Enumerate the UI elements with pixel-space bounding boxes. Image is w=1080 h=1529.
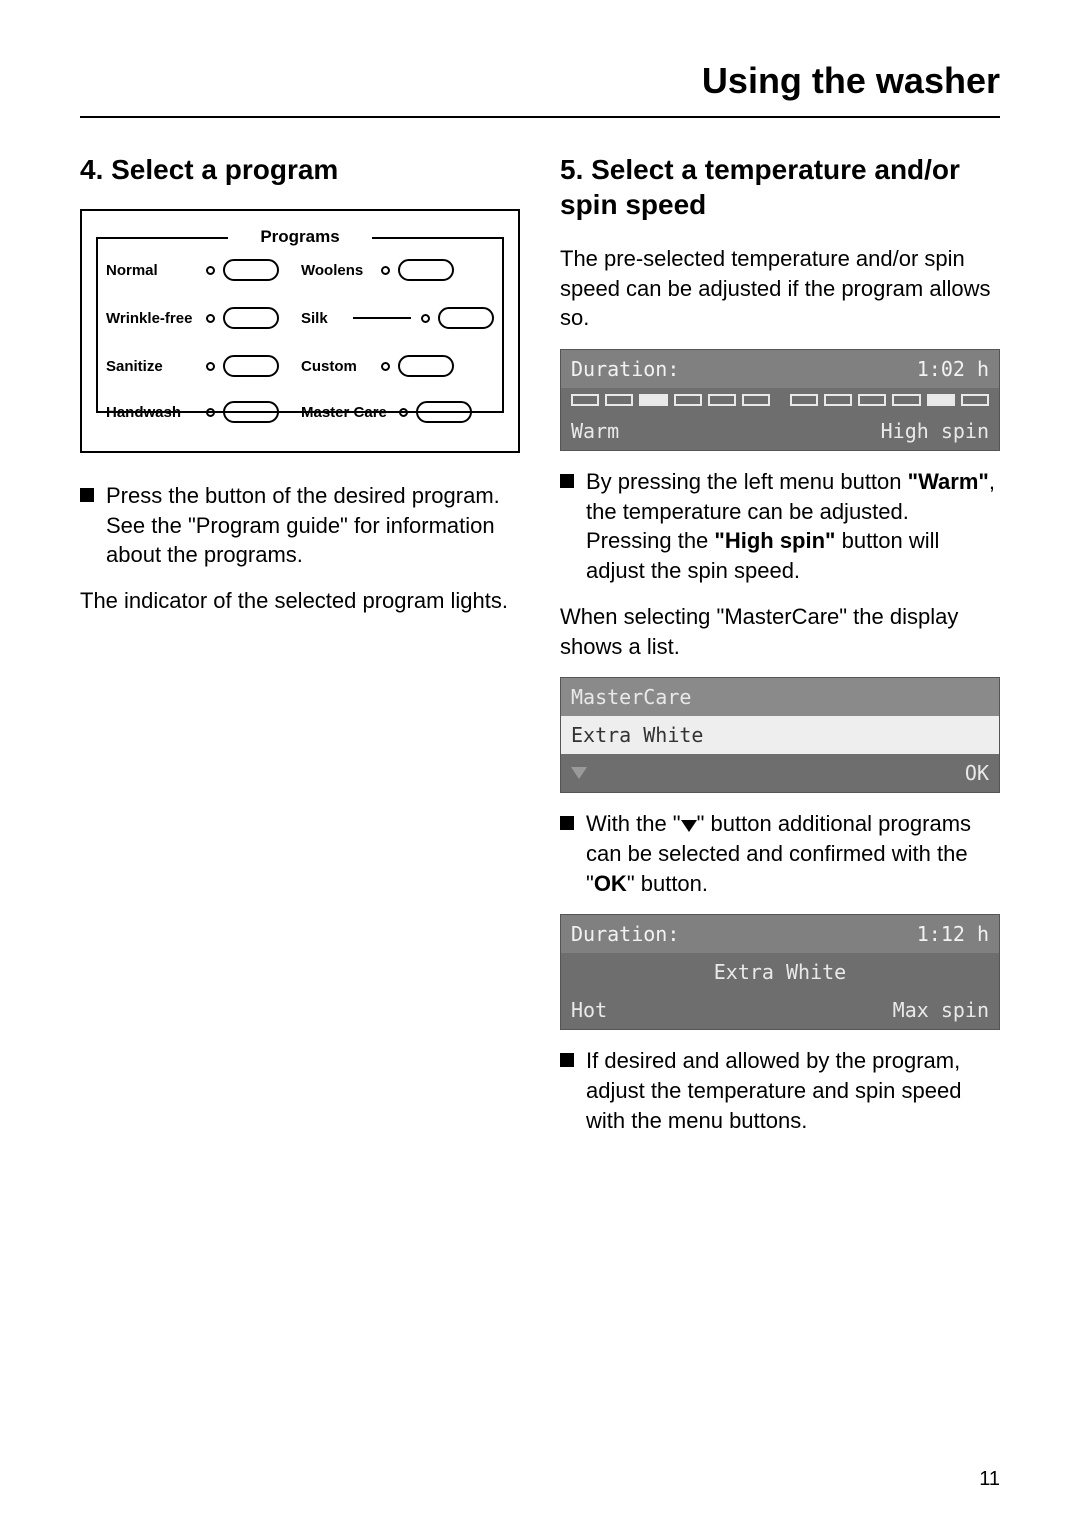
duration-value: 1:12 h <box>917 922 989 946</box>
section-4-heading: 4. Select a program <box>80 152 520 187</box>
lcd-bottom-row: OK <box>561 754 999 792</box>
list-item: Extra White <box>571 723 703 747</box>
program-button[interactable] <box>398 259 454 281</box>
body-text: The indicator of the selected program li… <box>80 586 520 616</box>
indicator-led <box>206 362 215 371</box>
duration-value: 1:02 h <box>917 357 989 381</box>
programs-legend: Programs <box>98 227 502 247</box>
program-label: Woolens <box>301 262 373 279</box>
indicator-led <box>206 266 215 275</box>
program-button[interactable] <box>438 307 494 329</box>
program-master-care: Master Care <box>301 401 494 423</box>
bullet-text: If desired and allowed by the program, a… <box>586 1046 1000 1135</box>
program-button[interactable] <box>398 355 454 377</box>
lcd-top-row: Duration: 1:02 h <box>561 350 999 388</box>
body-text: When selecting "MasterCare" the display … <box>560 602 1000 661</box>
duration-label: Duration: <box>571 922 679 946</box>
bullet-item: By pressing the left menu button "Warm",… <box>560 467 1000 586</box>
left-column: 4. Select a program Programs Normal Wool… <box>80 152 520 1151</box>
temp-button-label[interactable]: Warm <box>571 419 619 443</box>
program-name: Extra White <box>714 960 846 984</box>
bullet-text: By pressing the left menu button "Warm",… <box>586 467 1000 586</box>
section-5-heading: 5. Select a temperature and/or spin spee… <box>560 152 1000 222</box>
program-button[interactable] <box>223 355 279 377</box>
silk-connector-line <box>353 317 411 319</box>
indicator-led <box>381 362 390 371</box>
bullet-item: With the "" button additional programs c… <box>560 809 1000 898</box>
program-label: Handwash <box>106 404 198 421</box>
bullet-icon <box>560 1053 574 1067</box>
mastercare-title: MasterCare <box>571 685 691 709</box>
program-wrinkle-free: Wrinkle-free <box>106 307 295 329</box>
lcd-progress-bars <box>561 388 999 412</box>
indicator-led <box>206 408 215 417</box>
bullet-text: With the "" button additional programs c… <box>586 809 1000 898</box>
page-title: Using the washer <box>80 60 1000 118</box>
bullet-icon <box>560 474 574 488</box>
spin-button-label[interactable]: Max spin <box>893 998 989 1022</box>
program-custom: Custom <box>301 355 494 377</box>
program-woolens: Woolens <box>301 259 494 281</box>
program-label: Wrinkle-free <box>106 310 198 327</box>
lcd-bottom-row: Hot Max spin <box>561 991 999 1029</box>
program-sanitize: Sanitize <box>106 355 295 377</box>
program-silk: Silk <box>301 307 494 329</box>
program-handwash: Handwash <box>106 401 295 423</box>
right-column: 5. Select a temperature and/or spin spee… <box>560 152 1000 1151</box>
page-number: 11 <box>979 1468 1000 1491</box>
indicator-led <box>399 408 408 417</box>
program-button[interactable] <box>223 401 279 423</box>
program-button[interactable] <box>416 401 472 423</box>
program-label: Custom <box>301 358 373 375</box>
body-text: The pre-selected temperature and/or spin… <box>560 244 1000 333</box>
lcd-center-row: Extra White <box>561 953 999 991</box>
lcd-display-1: Duration: 1:02 h Warm High spin <box>560 349 1000 451</box>
ok-button-label[interactable]: OK <box>965 761 989 785</box>
indicator-led <box>421 314 430 323</box>
program-normal: Normal <box>106 259 295 281</box>
indicator-led <box>206 314 215 323</box>
program-label: Sanitize <box>106 358 198 375</box>
two-column-layout: 4. Select a program Programs Normal Wool… <box>80 152 1000 1151</box>
lcd-item-row: Extra White <box>561 716 999 754</box>
bullet-text: Press the button of the desired program.… <box>106 481 520 570</box>
down-arrow-icon[interactable] <box>571 767 587 779</box>
programs-fieldset: Programs Normal Woolens Wrinkle-free <box>96 237 504 413</box>
program-button[interactable] <box>223 259 279 281</box>
program-button[interactable] <box>223 307 279 329</box>
bullet-item: If desired and allowed by the program, a… <box>560 1046 1000 1135</box>
lcd-top-row: Duration: 1:12 h <box>561 915 999 953</box>
down-arrow-icon <box>681 820 697 832</box>
program-label: Normal <box>106 262 198 279</box>
lcd-title-row: MasterCare <box>561 678 999 716</box>
programs-panel: Programs Normal Woolens Wrinkle-free <box>80 209 520 453</box>
bullet-item: Press the button of the desired program.… <box>80 481 520 570</box>
program-label: Master Care <box>301 404 391 421</box>
bullet-icon <box>560 816 574 830</box>
indicator-led <box>381 266 390 275</box>
lcd-display-3: Duration: 1:12 h Extra White Hot Max spi… <box>560 914 1000 1030</box>
lcd-bottom-row: Warm High spin <box>561 412 999 450</box>
duration-label: Duration: <box>571 357 679 381</box>
lcd-display-2: MasterCare Extra White OK <box>560 677 1000 793</box>
bullet-icon <box>80 488 94 502</box>
programs-grid: Normal Woolens Wrinkle-free <box>106 259 494 411</box>
temp-button-label[interactable]: Hot <box>571 998 607 1022</box>
spin-button-label[interactable]: High spin <box>881 419 989 443</box>
